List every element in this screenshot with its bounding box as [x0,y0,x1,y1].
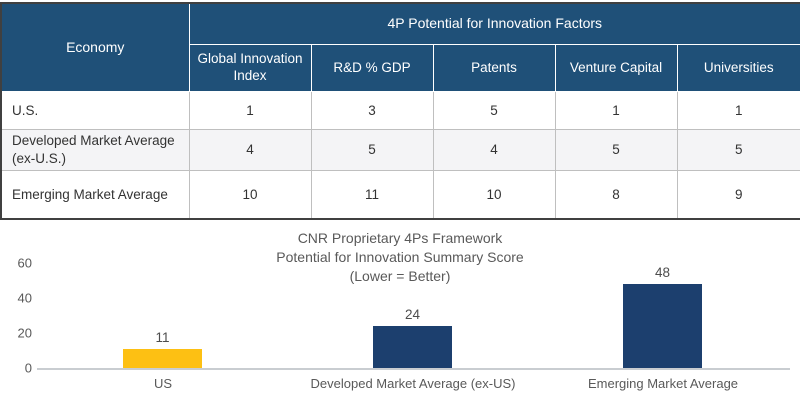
cell-value: 3 [310,91,434,130]
cell-value: 5 [432,91,556,130]
bar-us [123,348,202,368]
col-header-patents: Patents [432,44,556,92]
row-label: U.S. [0,91,190,130]
cell-value: 5 [676,129,800,171]
y-axis-tick-0: 0 [24,360,32,376]
cell-value: 1 [188,91,312,130]
summary-score-bar-chart: CNR Proprietary 4Ps Framework Potential … [0,212,800,400]
col-header-global-innovation-index: Global Innovation Index [188,44,312,92]
cell-value: 5 [554,129,678,171]
bar-group-developed: 24 [373,307,452,368]
chart-title-line-2: Potential for Innovation Summary Score [276,249,524,265]
bar-group-us: 11 [123,330,202,368]
bar-developed [373,326,452,368]
cell-value: 1 [554,91,678,130]
col-header-venture-capital: Venture Capital [554,44,678,92]
cell-value: 5 [310,129,434,171]
cell-value: 4 [188,129,312,171]
x-axis-line [37,368,790,370]
bar-value-label: 24 [404,307,421,322]
y-axis-tick-40: 40 [17,290,32,306]
x-axis-label-developed: Developed Market Average (ex-US) [310,376,516,391]
bar-value-label: 48 [654,265,671,280]
table-row-us: U.S. 1 3 5 1 1 [0,91,800,130]
col-header-rd-gdp: R&D % GDP [310,44,434,92]
y-axis-tick-20: 20 [17,325,32,341]
economy-column-header: Economy [0,2,190,92]
cell-value: 9 [676,170,800,220]
bar-value-label: 11 [155,329,170,345]
chart-title-line-3: (Lower = Better) [349,268,451,284]
cell-value: 4 [432,129,556,171]
x-axis-label-emerging: Emerging Market Average [587,376,739,391]
x-axis-label-us: US [153,376,173,391]
bar-emerging [623,284,702,368]
cell-value: 11 [310,170,434,220]
cell-value: 8 [554,170,678,220]
col-header-universities: Universities [676,44,800,92]
cell-value: 10 [188,170,312,220]
group-header: 4P Potential for Innovation Factors [188,2,800,45]
table-row-developed: Developed Market Average (ex-U.S.) 4 5 4… [0,129,800,171]
table-row-emerging: Emerging Market Average 10 11 10 8 9 [0,170,800,220]
innovation-factors-table: Economy 4P Potential for Innovation Fact… [0,2,800,220]
table-header-sub-row: Global Innovation Index R&D % GDP Patent… [1,44,800,92]
chart-title-line-1: CNR Proprietary 4Ps Framework [297,230,503,246]
table-header-group-row: Economy 4P Potential for Innovation Fact… [0,2,800,92]
bar-group-emerging: 48 [623,265,702,368]
chart-title: CNR Proprietary 4Ps Framework Potential … [0,229,800,286]
y-axis-tick-60: 60 [17,255,32,271]
row-label: Developed Market Average (ex-U.S.) [0,129,190,171]
cell-value: 1 [676,91,800,130]
